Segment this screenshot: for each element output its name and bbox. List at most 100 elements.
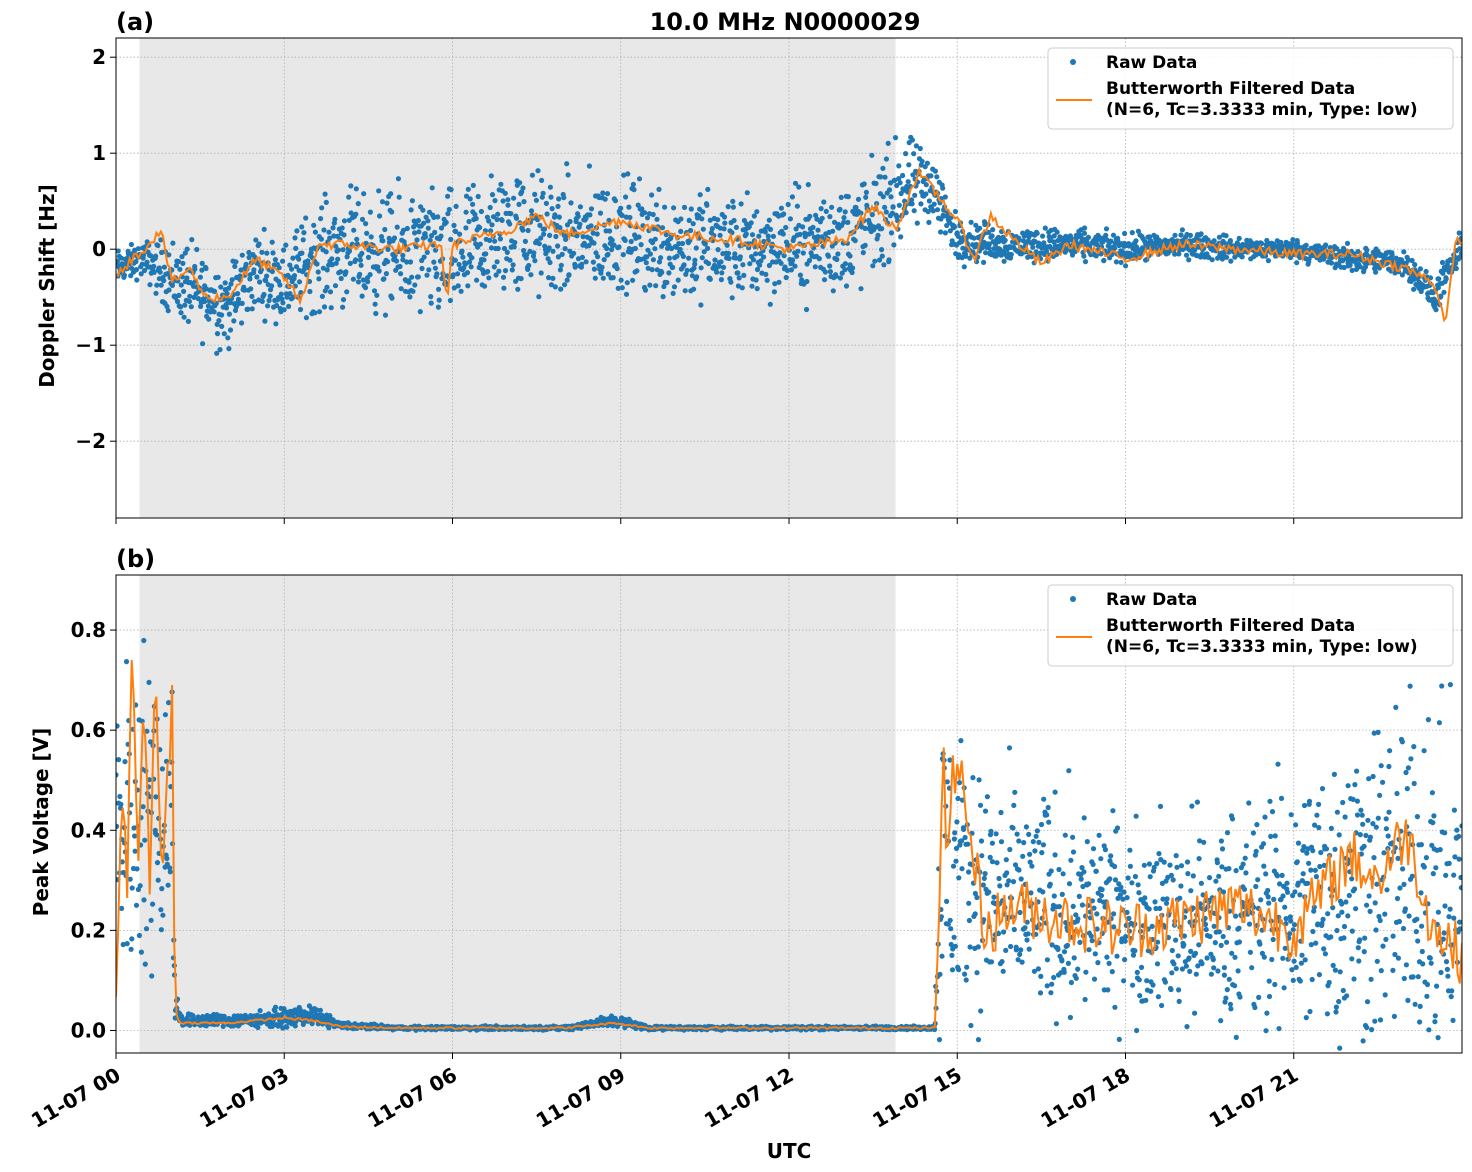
raw-data-point	[1089, 938, 1095, 944]
raw-data-point	[1091, 905, 1097, 911]
raw-data-point	[1038, 973, 1044, 980]
raw-data-point	[385, 259, 391, 265]
raw-data-point	[1183, 252, 1190, 258]
raw-data-point	[622, 237, 628, 243]
raw-data-point	[548, 194, 554, 200]
raw-data-point	[245, 306, 251, 312]
raw-data-point	[391, 235, 398, 241]
raw-data-point	[524, 252, 530, 258]
raw-data-point	[996, 930, 1002, 937]
raw-data-point	[501, 245, 508, 252]
raw-data-point	[266, 297, 272, 304]
raw-data-point	[1036, 839, 1042, 846]
raw-data-point	[178, 282, 184, 288]
raw-data-point	[1051, 233, 1057, 239]
raw-data-point	[1288, 918, 1294, 924]
raw-data-point	[891, 242, 897, 248]
raw-data-point	[1111, 924, 1117, 930]
raw-data-point	[374, 292, 380, 298]
raw-data-point	[940, 185, 946, 191]
raw-data-point	[749, 283, 755, 289]
raw-data-point	[1170, 877, 1176, 883]
raw-data-point	[967, 255, 973, 261]
raw-data-point	[1295, 840, 1302, 846]
raw-data-point	[423, 234, 429, 240]
raw-data-point	[1189, 803, 1195, 809]
raw-data-point	[623, 291, 630, 297]
raw-data-point	[1291, 958, 1297, 964]
raw-data-point	[707, 217, 713, 223]
raw-data-point	[896, 163, 902, 169]
raw-data-point	[1453, 260, 1459, 266]
raw-data-point	[924, 160, 931, 166]
raw-data-point	[1069, 252, 1076, 258]
raw-data-point	[591, 240, 597, 246]
raw-data-point	[445, 193, 451, 199]
raw-data-point	[117, 793, 123, 800]
raw-data-point	[189, 237, 195, 243]
raw-data-point	[559, 251, 565, 257]
raw-data-point	[961, 826, 967, 833]
raw-data-point	[563, 233, 569, 239]
raw-data-point	[1111, 911, 1117, 917]
raw-data-point	[919, 158, 925, 164]
raw-data-point	[1155, 994, 1161, 1000]
raw-data-point	[928, 173, 934, 179]
raw-data-point	[1216, 234, 1222, 240]
raw-data-point	[883, 209, 889, 215]
raw-data-point	[463, 209, 469, 215]
raw-data-point	[923, 182, 929, 188]
raw-data-point	[1197, 901, 1203, 907]
raw-data-point	[797, 272, 804, 278]
raw-data-point	[129, 885, 135, 891]
raw-data-point	[272, 257, 278, 263]
raw-data-point	[609, 237, 615, 243]
raw-data-point	[1075, 966, 1081, 972]
raw-data-point	[303, 315, 309, 321]
raw-data-point	[280, 300, 286, 306]
raw-data-point	[346, 194, 352, 200]
raw-data-point	[714, 269, 720, 275]
raw-data-point	[424, 249, 430, 255]
raw-data-point	[936, 1037, 943, 1043]
raw-data-point	[354, 241, 360, 247]
raw-data-point	[1458, 250, 1462, 256]
raw-data-point	[1273, 847, 1279, 853]
raw-data-point	[378, 234, 385, 240]
raw-data-point	[898, 234, 904, 240]
raw-data-point	[436, 297, 442, 303]
raw-data-point	[592, 275, 598, 281]
legend-raw-label: Raw Data	[1106, 53, 1197, 73]
raw-data-point	[448, 236, 454, 242]
raw-data-point	[463, 193, 470, 199]
raw-data-point	[203, 265, 209, 272]
raw-data-point	[1203, 926, 1209, 933]
raw-data-point	[843, 283, 850, 289]
raw-data-point	[1303, 242, 1309, 248]
raw-data-point	[384, 200, 390, 206]
raw-data-point	[862, 225, 868, 231]
raw-data-point	[177, 304, 184, 310]
raw-data-point	[649, 192, 655, 198]
raw-data-point	[1311, 904, 1317, 910]
raw-data-point	[261, 226, 267, 232]
raw-data-point	[1270, 936, 1276, 943]
raw-data-point	[1190, 873, 1196, 879]
raw-data-point	[837, 275, 844, 281]
raw-data-point	[1211, 923, 1217, 929]
raw-data-point	[765, 233, 771, 239]
raw-data-point	[478, 208, 484, 215]
raw-data-point	[154, 282, 160, 288]
raw-data-point	[528, 272, 534, 278]
raw-data-point	[400, 257, 406, 263]
raw-data-point	[1055, 946, 1061, 953]
raw-data-point	[417, 309, 423, 315]
raw-data-point	[686, 255, 692, 261]
raw-data-point	[984, 794, 991, 800]
raw-data-point	[206, 316, 212, 322]
raw-data-point	[1224, 254, 1230, 260]
raw-data-point	[235, 291, 241, 297]
raw-data-point	[841, 219, 847, 225]
raw-data-point	[340, 297, 347, 303]
raw-data-point	[269, 1023, 275, 1029]
